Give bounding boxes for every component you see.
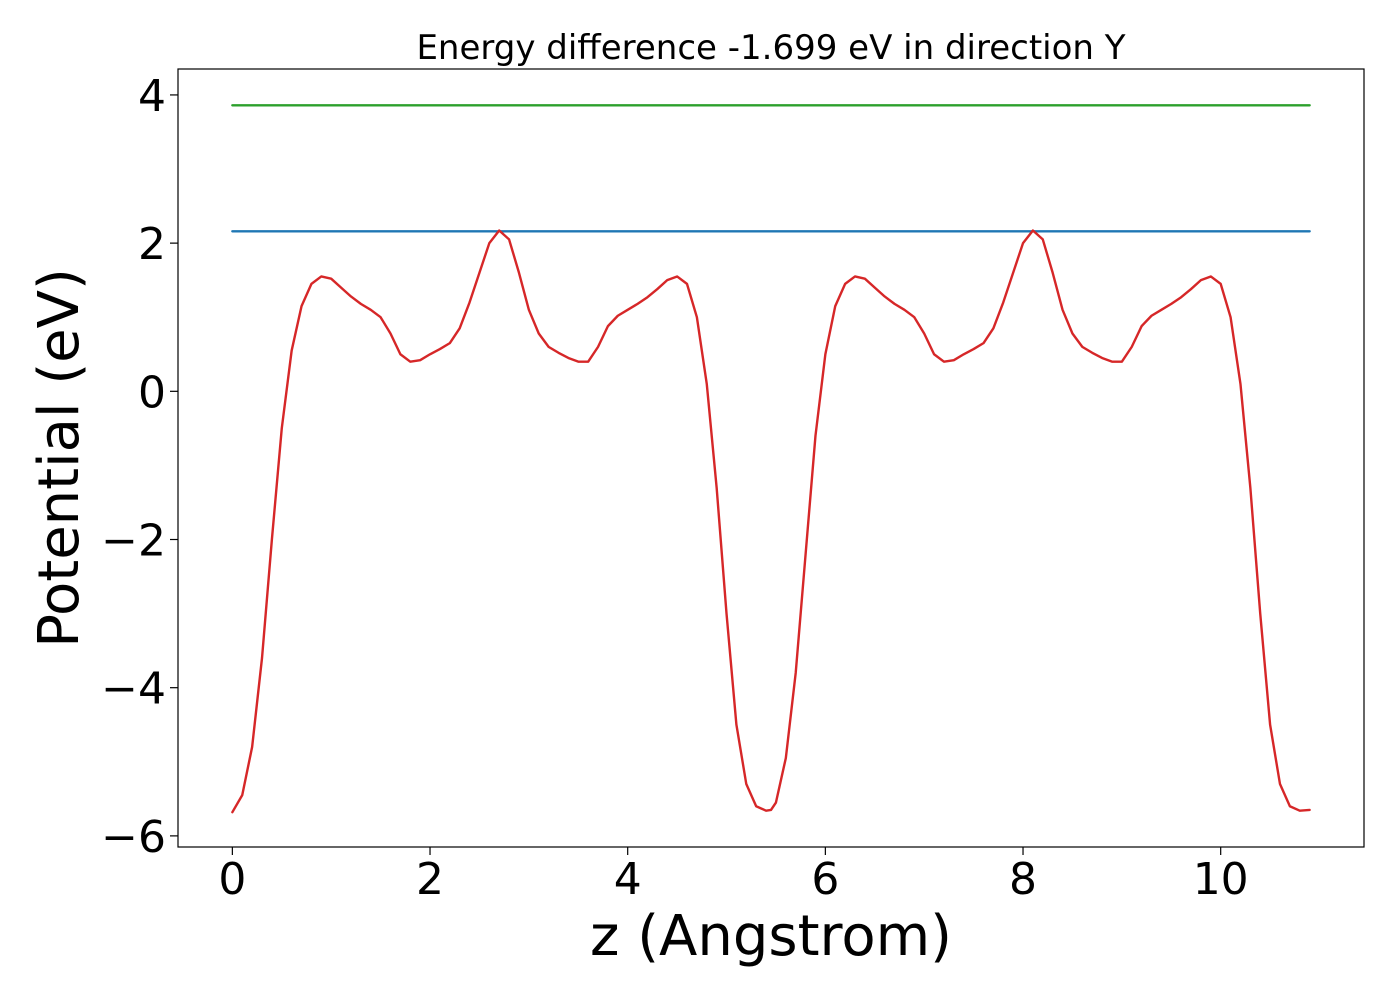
y-tick-label: −6 [101,812,166,863]
y-tick-label: 2 [138,219,166,270]
y-tick-label: −2 [101,516,166,567]
y-tick-label: −4 [101,664,166,715]
axes-frame [177,68,1365,848]
chart-title: Energy difference -1.699 eV in direction… [416,28,1125,68]
plot-area [231,104,1311,814]
y-tick-label: 4 [138,71,166,122]
y-axis-label: Potential (eV) [27,268,92,648]
y-tick-label: 0 [138,367,166,418]
x-tick-label: 10 [1193,854,1249,905]
x-tick-label: 4 [614,854,642,905]
y-axis-ticks: −6 −4 −2 0 2 4 [101,71,178,863]
x-tick-label: 0 [218,854,246,905]
x-tick-label: 6 [811,854,839,905]
x-tick-label: 2 [416,854,444,905]
potential-curve [231,229,1311,814]
x-axis-ticks: 0 2 4 6 8 10 [218,847,1249,905]
x-axis-label: z (Angstrom) [590,904,952,969]
x-tick-label: 8 [1009,854,1037,905]
